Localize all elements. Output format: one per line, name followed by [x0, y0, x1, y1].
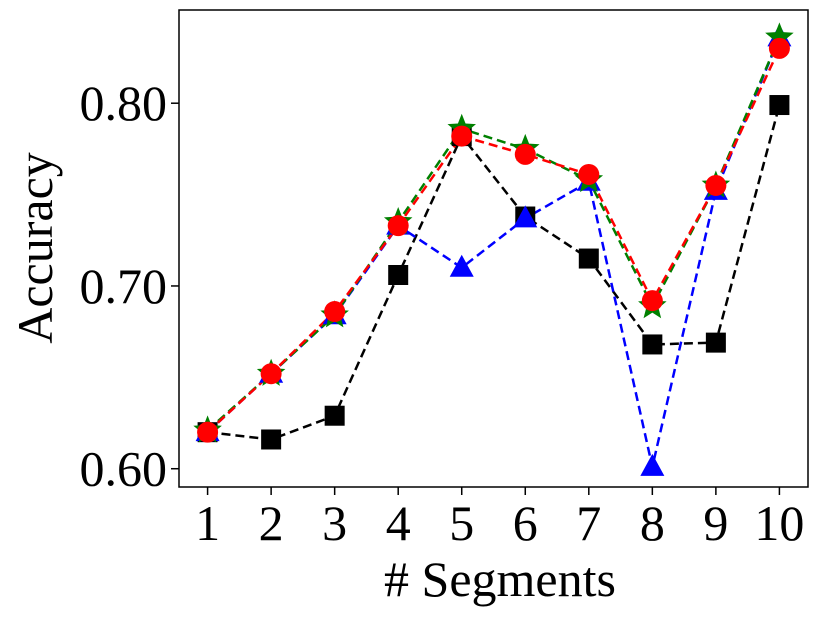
square-marker [388, 265, 409, 285]
x-tick-label: 10 [754, 495, 804, 551]
circle-marker [260, 363, 282, 385]
x-axis-label: # Segments [384, 551, 616, 607]
y-axis: 0.60 0.70 0.80 [80, 75, 179, 497]
series-square-line [207, 104, 781, 441]
y-tick-label: 0.60 [80, 441, 168, 497]
square-marker [324, 405, 345, 426]
x-tick-label: 4 [386, 495, 411, 551]
series-markers [193, 22, 794, 476]
series-lines [206, 36, 781, 468]
square-marker [578, 248, 599, 269]
x-tick-label: 9 [703, 495, 728, 551]
triangle-marker [640, 453, 665, 476]
x-tick-label: 7 [576, 495, 601, 551]
x-tick-label: 6 [513, 495, 538, 551]
circle-marker [387, 215, 409, 237]
series-triangle-line [206, 36, 781, 468]
series-circle-line [206, 47, 781, 434]
square-marker [261, 429, 282, 450]
circle-marker [641, 290, 663, 312]
circle-marker [324, 301, 346, 323]
y-tick-label: 0.80 [80, 75, 168, 131]
x-tick-label: 2 [259, 495, 284, 551]
circle-marker [578, 163, 600, 185]
square-marker [705, 332, 726, 353]
x-tick-label: 3 [322, 495, 347, 551]
plot-area [178, 9, 809, 488]
plot-border [178, 9, 809, 488]
x-axis: 1 2 3 4 5 6 7 8 9 10 [195, 487, 804, 551]
circle-marker [514, 143, 536, 165]
circle-marker [197, 421, 219, 443]
y-axis-label: Accuracy [7, 152, 63, 344]
square-marker [642, 334, 663, 355]
circle-marker [705, 174, 727, 196]
triangle-marker [513, 205, 538, 228]
series-star-line [206, 36, 781, 432]
x-tick-label: 1 [195, 495, 220, 551]
triangle-marker [449, 254, 474, 277]
star-marker [765, 22, 794, 50]
circle-marker [451, 125, 473, 147]
x-tick-label: 8 [640, 495, 665, 551]
circle-marker [768, 37, 790, 59]
y-tick-label: 0.70 [80, 258, 168, 314]
square-marker [769, 95, 790, 116]
x-tick-label: 5 [449, 495, 474, 551]
